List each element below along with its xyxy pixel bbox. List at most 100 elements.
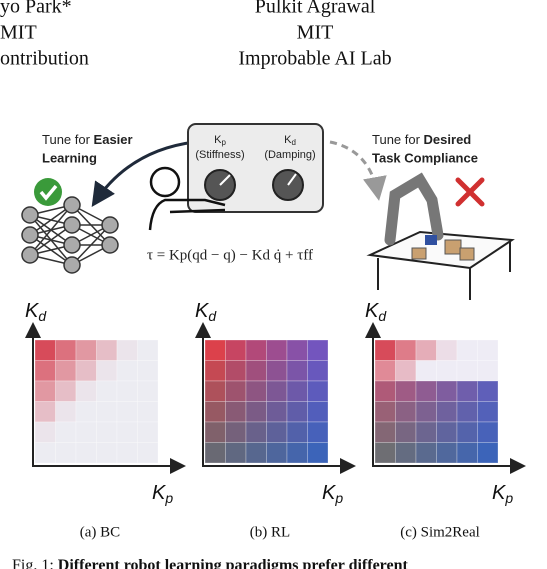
heatmap-cell: [204, 442, 226, 464]
heatmap-cell: [96, 421, 118, 443]
heatmap-cell: [436, 380, 458, 402]
author-name: Pulkit Agrawal: [255, 0, 376, 18]
knob-label: (Damping): [264, 149, 315, 161]
heatmap-cell: [395, 360, 417, 382]
net-node: [63, 256, 81, 274]
heatmap-cell: [477, 360, 499, 382]
note-text: Learning: [42, 150, 97, 165]
heatmap-cell: [204, 360, 226, 382]
axis-label: Kp: [152, 482, 173, 505]
heatmap-cell: [204, 421, 226, 443]
note-bold: Desired: [424, 132, 472, 147]
subscript: p: [164, 490, 173, 506]
heatmap-cell: [225, 401, 247, 423]
heatmap-cell: [75, 380, 97, 402]
heatmap-cell: [266, 339, 288, 361]
heatmap-cell: [415, 339, 437, 361]
heatmap-cell: [374, 401, 396, 423]
note-prefix: Tune for: [42, 132, 94, 147]
heatmap-cell: [477, 380, 499, 402]
subfigure-caption: (b) RL: [250, 524, 290, 540]
net-node: [101, 236, 119, 254]
heatmap-cell: [307, 380, 329, 402]
subscript: p: [504, 490, 513, 506]
heatmap-cell: [395, 401, 417, 423]
heatmap-cell: [286, 380, 308, 402]
axis-label: Kp: [492, 482, 513, 505]
heatmap-cell: [415, 442, 437, 464]
heatmap-cell: [456, 442, 478, 464]
heatmap-cell: [286, 360, 308, 382]
heatmap-cell: [436, 401, 458, 423]
heatmap-cell: [307, 401, 329, 423]
heatmap-cell: [75, 421, 97, 443]
heatmap-cell: [75, 339, 97, 361]
heatmap-cell: [55, 401, 77, 423]
heatmap-cell: [204, 380, 226, 402]
heatmap-cell: [137, 421, 159, 443]
equation-box: [132, 240, 328, 272]
heatmap-cell: [477, 442, 499, 464]
heatmap-cell: [395, 442, 417, 464]
heatmap-cell: [225, 339, 247, 361]
knob-box: [187, 123, 324, 213]
net-edge: [71, 224, 111, 266]
symbol: K: [25, 300, 40, 322]
heatmap-cell: [96, 339, 118, 361]
heatmap-cell: [34, 442, 56, 464]
net-edge: [29, 204, 73, 256]
heatmap-cell: [477, 401, 499, 423]
net-node: [101, 216, 119, 234]
heatmap-cell: [116, 421, 138, 443]
caption-prefix: Fig. 1:: [12, 557, 58, 569]
heatmap-cell: [245, 339, 267, 361]
heatmap-cell: [137, 442, 159, 464]
heatmap-cell: [286, 442, 308, 464]
heatmap-cell: [307, 339, 329, 361]
heatmap-cell: [286, 401, 308, 423]
subfigure-caption: (c) Sim2Real: [400, 524, 480, 540]
axis-label: Kp: [322, 482, 343, 505]
heatmap-cell: [75, 360, 97, 382]
heatmap-cell: [415, 360, 437, 382]
heatmap-cell: [415, 380, 437, 402]
caption-bold: Different robot learning paradigms prefe…: [58, 557, 409, 569]
heatmap-cell: [225, 360, 247, 382]
check-icon: [34, 178, 62, 206]
subscript: d: [208, 308, 217, 324]
symbol: K: [322, 482, 337, 504]
heatmap-cell: [225, 442, 247, 464]
heatmap-cell: [116, 380, 138, 402]
heatmap-cell: [34, 401, 56, 423]
heatmap-cell: [436, 442, 458, 464]
subscript: p: [221, 138, 226, 147]
heatmap-cell: [374, 339, 396, 361]
heatmap-cell: [477, 339, 499, 361]
symbol: K: [152, 482, 167, 504]
heatmap-cell: [436, 360, 458, 382]
symbol: K: [214, 134, 222, 146]
heatmap-cell: [116, 360, 138, 382]
check-mark: [39, 184, 58, 201]
header: yo Park* MIT ontribution Pulkit Agrawal …: [0, 0, 392, 70]
heatmap-cell: [456, 421, 478, 443]
knob-pointer: [219, 174, 231, 186]
heatmap-cell: [286, 339, 308, 361]
knob-label: (Stiffness): [195, 149, 244, 161]
heatmap-cell: [415, 401, 437, 423]
heatmap-cell: [245, 360, 267, 382]
knob-symbol: Kp: [214, 134, 226, 147]
heatmap-cell: [266, 421, 288, 443]
heatmap-cell: [116, 401, 138, 423]
heatmap-cell: [436, 339, 458, 361]
heatmap-cell: [116, 339, 138, 361]
person: [148, 166, 226, 231]
equation: τ = Kp(qd − q) − Kd q̇ + τff: [147, 247, 313, 263]
heatmap-cell: [225, 380, 247, 402]
heatmap-cell: [34, 360, 56, 382]
note-prefix: Tune for: [372, 132, 424, 147]
heatmap-cell: [245, 380, 267, 402]
heatmap-cell: [204, 339, 226, 361]
arrow: [91, 140, 196, 207]
